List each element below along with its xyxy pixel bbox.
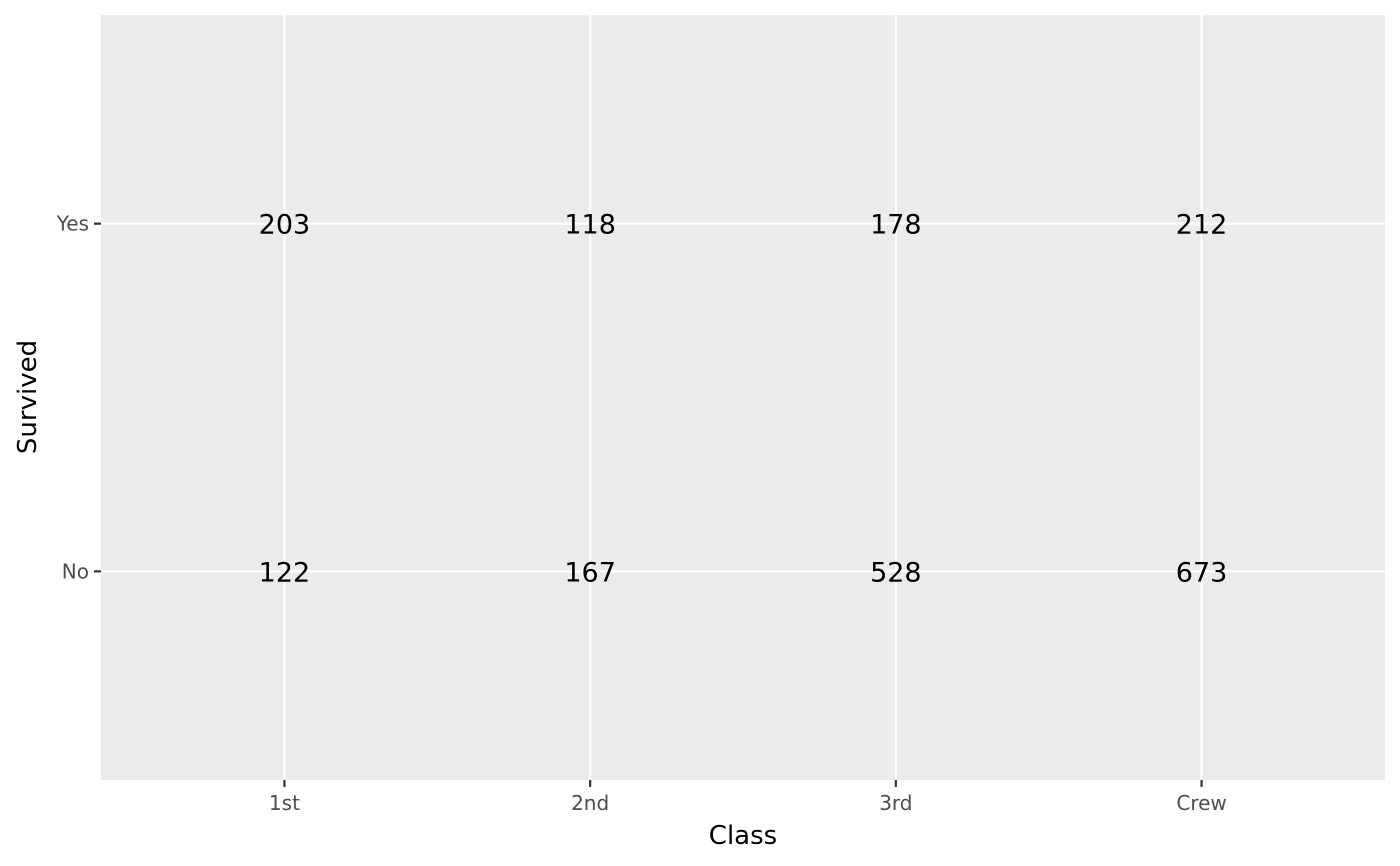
y-tick-label-yes: Yes [56,212,89,236]
cell-label-2nd-no: 167 [564,557,616,588]
cell-label-layer: 203 118 178 212 122 167 528 673 [259,210,1228,589]
cell-label-1st-no: 122 [259,557,311,588]
x-axis-title: Class [709,821,777,851]
cell-label-crew-no: 673 [1176,557,1228,588]
x-tick-label-3rd: 3rd [879,791,912,815]
cell-label-3rd-yes: 178 [870,210,922,241]
cell-label-2nd-yes: 118 [564,210,616,241]
cell-label-3rd-no: 528 [870,557,922,588]
x-tick-label-2nd: 2nd [571,791,609,815]
x-tick-label-crew: Crew [1176,791,1226,815]
y-tick-label-no: No [62,559,89,583]
y-axis-title: Survived [13,340,43,454]
tick-layer: No Yes 1st 2nd 3rd Crew [56,212,1227,815]
plot-panel [101,15,1385,780]
cell-label-crew-yes: 212 [1176,210,1228,241]
cell-label-1st-yes: 203 [259,210,311,241]
x-tick-label-1st: 1st [269,791,300,815]
grid-layer [101,15,1385,780]
